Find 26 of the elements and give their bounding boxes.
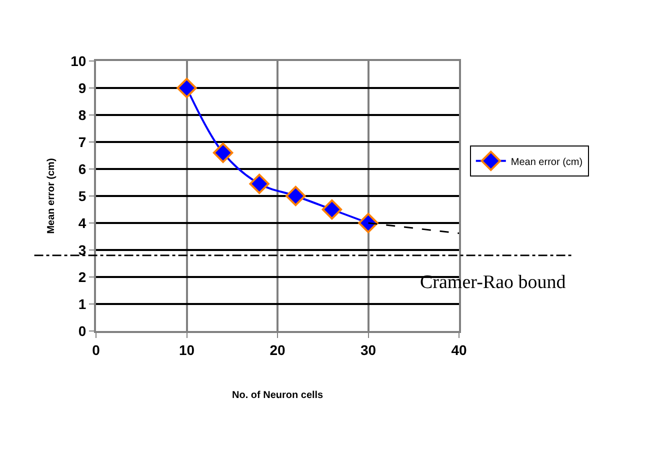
legend-label: Mean error (cm) (510, 156, 583, 168)
y-tick-label: 3 (78, 242, 86, 258)
x-axis-title: No. of Neuron cells (232, 390, 324, 401)
point (286, 186, 306, 206)
x-tick-label: 0 (92, 342, 100, 358)
y-tick-label: 6 (78, 160, 86, 177)
x-tick-label: 40 (451, 342, 467, 358)
y-tick-label: 0 (78, 322, 86, 339)
y-tick-label: 9 (78, 80, 86, 96)
x-tick-label: 30 (360, 342, 376, 358)
y-axis-title: Mean error (cm) (46, 158, 58, 234)
point (358, 212, 378, 234)
x-tick-label: 10 (178, 342, 195, 358)
y-tick-label: 2 (78, 268, 86, 285)
point (322, 199, 342, 220)
y-tick-label: 7 (78, 134, 86, 150)
point (212, 142, 234, 163)
y-tick-label: 10 (70, 52, 86, 69)
y-tick-label: 8 (78, 106, 86, 123)
y-tick-label: 4 (78, 214, 86, 231)
ref-line-label: Cramer-Rao bound (420, 272, 566, 293)
point (176, 78, 197, 98)
point (249, 174, 270, 194)
y-tick-label: 1 (78, 296, 86, 312)
y-tick-label: 5 (78, 188, 86, 204)
x-tick-label: 20 (270, 342, 286, 358)
